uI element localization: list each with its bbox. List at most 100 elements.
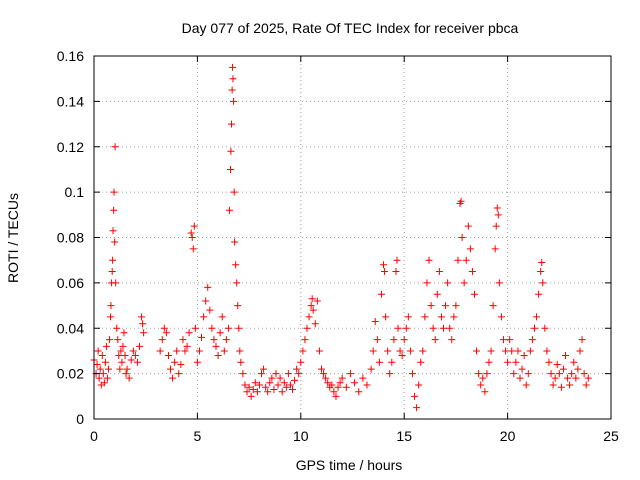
x-tick-label: 0 (90, 428, 98, 444)
data-point (236, 347, 244, 355)
data-point (346, 370, 354, 378)
data-point (572, 374, 580, 382)
data-point (268, 374, 276, 382)
data-point (200, 313, 208, 321)
data-points (90, 63, 592, 412)
data-point (243, 388, 251, 396)
data-point (473, 347, 481, 355)
y-axis-label: ROTI / TECUs (5, 193, 21, 283)
data-point (107, 302, 115, 310)
data-point (400, 336, 408, 344)
data-point (457, 197, 465, 205)
data-point (235, 324, 243, 332)
data-point (458, 234, 466, 241)
data-point (576, 347, 584, 355)
data-point (111, 238, 119, 246)
data-point (274, 381, 282, 389)
data-point (481, 388, 489, 396)
data-point (371, 317, 379, 325)
data-point (419, 347, 427, 355)
data-point (492, 222, 500, 230)
data-point (98, 351, 106, 359)
x-tick-label: 10 (293, 428, 309, 444)
data-point (315, 347, 323, 355)
data-point (398, 351, 406, 359)
data-point (113, 324, 121, 332)
data-point (253, 388, 261, 396)
data-point (538, 258, 546, 266)
data-point (181, 347, 189, 355)
y-tick-label: 0.08 (57, 230, 84, 246)
data-point (266, 379, 274, 387)
data-point (578, 336, 586, 344)
data-point (535, 290, 543, 298)
data-point (106, 336, 114, 344)
data-point (328, 381, 336, 389)
data-point (164, 351, 172, 359)
data-point (475, 370, 483, 378)
data-point (439, 324, 447, 332)
data-point (566, 381, 574, 389)
data-point (110, 188, 118, 196)
data-point (367, 365, 375, 373)
data-point (489, 302, 497, 310)
data-point (355, 388, 363, 396)
data-point (450, 313, 458, 321)
data-point (528, 336, 536, 344)
data-point (437, 313, 445, 321)
y-tick-label: 0.04 (57, 320, 84, 336)
y-tick-label: 0.14 (57, 93, 84, 109)
data-point (392, 268, 400, 276)
data-point (541, 324, 549, 332)
data-point (169, 374, 177, 382)
data-point (497, 313, 505, 321)
data-point (103, 374, 111, 382)
data-point (324, 379, 332, 387)
data-point (584, 374, 592, 382)
data-point (553, 361, 561, 369)
data-point (179, 336, 187, 344)
data-point (140, 329, 148, 337)
data-point (564, 374, 572, 382)
data-point (129, 347, 137, 355)
data-point (111, 143, 119, 151)
data-point (301, 336, 309, 344)
data-point (158, 336, 166, 344)
data-point (255, 381, 263, 389)
data-point (225, 206, 233, 214)
x-tick-label: 5 (194, 428, 202, 444)
data-point (224, 324, 232, 332)
data-point (251, 379, 259, 387)
data-point (214, 351, 222, 359)
data-point (359, 374, 367, 382)
data-point (309, 306, 317, 314)
data-point (524, 370, 532, 378)
data-point (245, 383, 253, 391)
data-point (549, 381, 557, 389)
data-point (119, 342, 127, 350)
data-point (334, 383, 342, 391)
data-point (396, 347, 404, 355)
data-point (330, 388, 338, 396)
data-point (508, 347, 516, 355)
data-point (230, 188, 238, 196)
data-point (291, 376, 299, 384)
data-point (338, 374, 346, 382)
data-point (305, 313, 313, 321)
data-point (433, 290, 441, 298)
data-point (452, 302, 460, 310)
data-point (185, 329, 193, 337)
data-point (234, 302, 242, 310)
data-point (442, 302, 450, 310)
data-point (487, 347, 495, 355)
y-tick-label: 0.16 (57, 48, 84, 64)
data-point (425, 256, 433, 264)
y-tick-label: 0.1 (65, 184, 85, 200)
data-point (460, 279, 468, 287)
data-point (171, 358, 179, 366)
data-point (231, 238, 239, 246)
data-point (228, 120, 236, 128)
data-point (382, 313, 390, 321)
data-point (402, 324, 410, 332)
